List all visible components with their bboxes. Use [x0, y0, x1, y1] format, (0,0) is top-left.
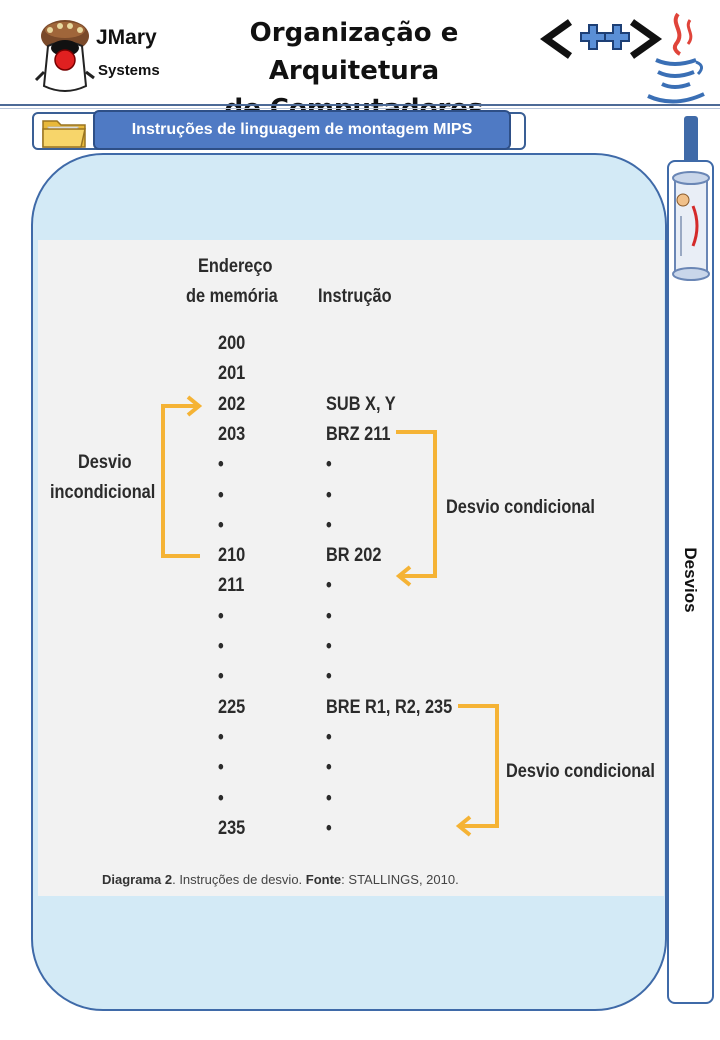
- scroll-icon: [672, 171, 710, 281]
- jmary-mascot-icon: [34, 20, 95, 92]
- column-header-instruction: Instrução: [318, 286, 392, 307]
- instruction-cell: •: [326, 636, 332, 657]
- page-title-line1: Organização e Arquitetura: [249, 18, 459, 86]
- caption-text: . Instruções de desvio.: [172, 872, 306, 887]
- instruction-cell: •: [326, 485, 332, 506]
- folder-icon: [42, 120, 86, 148]
- address-cell: 210: [218, 545, 246, 566]
- header-divider-thin: [0, 108, 720, 109]
- address-cell: •: [218, 485, 224, 506]
- instruction-cell: •: [326, 818, 332, 839]
- instruction-cell: BRZ 211: [326, 424, 391, 445]
- address-cell: •: [218, 727, 224, 748]
- address-cell: •: [218, 636, 224, 657]
- cpp-logo-icon: [540, 19, 663, 59]
- instruction-cell: •: [326, 575, 332, 596]
- instruction-cell: •: [326, 788, 332, 809]
- header-divider: [0, 104, 720, 106]
- diagram-caption: Diagrama 2. Instruções de desvio. Fonte:…: [102, 872, 459, 887]
- instruction-cell: •: [326, 666, 332, 687]
- address-cell: •: [218, 666, 224, 687]
- label-unconditional-line2: incondicional: [50, 482, 156, 503]
- label-conditional-2: Desvio condicional: [506, 761, 655, 782]
- column-header-address-line1: Endereço: [198, 256, 273, 277]
- side-label: Desvios: [681, 547, 700, 613]
- caption-label: Diagrama 2: [102, 872, 173, 887]
- instruction-cell: BRE R1, R2, 235: [326, 697, 453, 718]
- side-connector: [684, 116, 698, 166]
- instruction-cell: BR 202: [326, 545, 382, 566]
- instruction-cell: •: [326, 606, 332, 627]
- instruction-cell: •: [326, 757, 332, 778]
- address-cell: 235: [218, 818, 246, 839]
- brand-name: JMary: [96, 26, 157, 49]
- address-cell: 225: [218, 697, 246, 718]
- caption-source-label: Fonte: [305, 872, 342, 887]
- column-header-address-line2: de memória: [186, 286, 278, 307]
- brand-sub: Systems: [98, 62, 160, 79]
- instruction-cell: •: [326, 727, 332, 748]
- address-cell: •: [218, 788, 224, 809]
- diagram-figure: [38, 240, 664, 896]
- section-title: Instruções de linguagem de montagem MIPS: [93, 110, 511, 150]
- caption-source: : STALLINGS, 2010.: [341, 872, 459, 887]
- address-cell: •: [218, 606, 224, 627]
- address-cell: 211: [218, 575, 245, 596]
- instruction-cell: •: [326, 454, 332, 475]
- label-unconditional-line1: Desvio: [78, 452, 132, 473]
- label-conditional-1: Desvio condicional: [446, 497, 595, 518]
- side-panel: [667, 160, 714, 1004]
- address-cell: •: [218, 515, 224, 536]
- address-cell: •: [218, 757, 224, 778]
- instruction-cell: SUB X, Y: [326, 394, 396, 415]
- java-logo-icon: [647, 12, 705, 104]
- address-cell: 201: [218, 363, 246, 384]
- address-cell: 200: [218, 333, 246, 354]
- instruction-cell: •: [326, 515, 332, 536]
- address-cell: 203: [218, 424, 246, 445]
- address-cell: •: [218, 454, 224, 475]
- address-cell: 202: [218, 394, 246, 415]
